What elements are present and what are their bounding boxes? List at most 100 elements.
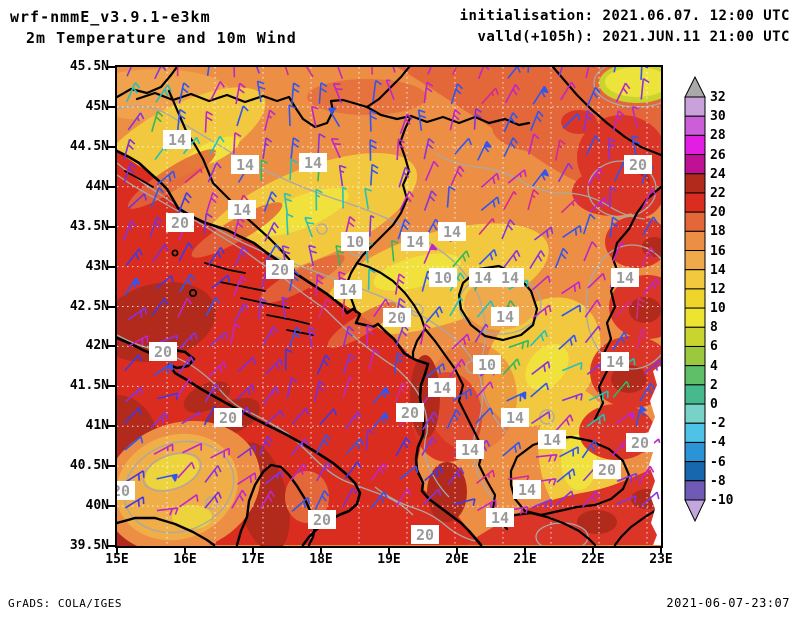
wind-barb-tick [160,416,165,424]
wind-barb-staff [506,391,526,402]
wind-barb-tick [656,492,660,500]
wind-barb-staff [451,333,469,350]
wind-barb-tick [144,307,148,315]
contour-label-box [341,232,369,251]
contour-label-box [513,480,541,499]
wind-barb-tick [569,414,574,422]
wind-barb-tick [279,358,284,366]
wind-barb-tick [456,170,463,178]
wind-barb-staff [342,353,351,375]
wind-barb-staff [204,383,217,403]
wind-barb [425,306,443,324]
wind-barb [640,67,649,80]
wind-barb-staff [396,139,400,161]
wind-barb-tick [214,296,221,304]
wind-barb [338,164,347,187]
wind-barb-tick [635,473,638,481]
colorbar-segment [684,154,706,175]
wind-barb-staff [616,472,637,483]
wind-barb-tick [547,361,551,369]
wind-barb [332,82,343,104]
wind-barb-staff [262,386,277,405]
wind-barb-staff [291,407,307,425]
wind-barb-tick [522,67,525,69]
wind-barb-tick [367,428,375,434]
wind-barb-tick [593,440,599,448]
wind-barb-staff [316,462,328,482]
wind-barb-tick [280,410,284,418]
wind-barb-tick [366,324,374,330]
wind-barb-tick [535,115,542,123]
wind-barb-tick [246,407,251,414]
contour-label-box [266,260,294,279]
contour-label-text: 20 [388,309,406,327]
wind-barb [581,440,599,459]
wind-barb-tick [322,359,329,367]
wind-barb-tick [168,174,172,182]
wind-barb-staff [150,411,166,429]
wind-barb [255,67,261,74]
wind-barb-tick [205,212,213,219]
wind-barb-staff [207,162,218,183]
wind-barb-staff [328,108,341,128]
wind-barb-staff [475,381,491,398]
wind-barb-staff [364,188,370,210]
colorbar-tick-label: -4 [710,435,726,451]
colorbar-segment [684,96,706,117]
wind-barb-tick [575,197,580,206]
wind-barb [639,382,656,402]
contour-label-text: 14 [474,269,492,287]
wind-barb-tick [323,490,330,497]
wind-barb [258,297,267,320]
y-tick-label: 40.5N [69,458,109,474]
wind-barb-tick [453,114,460,121]
wind-barb-staff [124,277,137,296]
wind-barb-tick [302,463,308,471]
wind-barb-staff [587,167,601,187]
wind-barb-tick [375,79,382,86]
wind-barb-staff [478,218,494,236]
wind-barb [179,331,198,349]
wind-barb-tick [342,186,347,191]
x-tick-mark [592,546,594,553]
wind-barb-tick [632,106,640,110]
wind-barb-tick [366,330,374,335]
contour-label-box [117,481,135,500]
wind-barb-tick [302,501,307,509]
wind-barb-tick [493,249,498,257]
wind-barb-tick [164,412,169,420]
wind-barb [531,169,550,187]
wind-barb-staff [264,244,277,263]
wind-barb-tick [578,281,581,289]
wind-barb [585,67,596,79]
wind-barb [559,446,579,458]
wind-barb-staff [149,216,158,238]
wind-barb-tick [617,110,625,116]
wind-barb-tick [576,113,581,121]
wind-barb-tick [513,190,517,196]
wind-barb [125,470,145,483]
wind-barb [264,244,281,263]
wind-barb-staff [642,277,657,296]
colorbar-segment [684,230,706,252]
wind-barb-tick [396,357,403,363]
wind-barb-tick [595,172,601,180]
wind-barb-tick [518,442,522,450]
wind-barb [328,107,341,128]
wind-barb [154,67,167,80]
wind-barb-tick [540,250,546,257]
colorbar-segment [684,192,706,213]
wind-barb-staff [208,361,225,378]
wind-barb-staff [233,217,240,239]
contour-label: 14 [513,480,541,499]
wind-barb-staff [529,329,546,347]
wind-barb-tick [333,82,341,86]
wind-barb [372,79,382,102]
wind-barb [531,498,553,509]
contour-label-text: 20 [171,214,189,232]
wind-barb-staff [476,300,492,318]
contour-label: 14 [428,378,456,397]
x-tick-mark [388,546,390,553]
wind-barb [589,197,608,213]
contour-label-box [228,200,256,219]
